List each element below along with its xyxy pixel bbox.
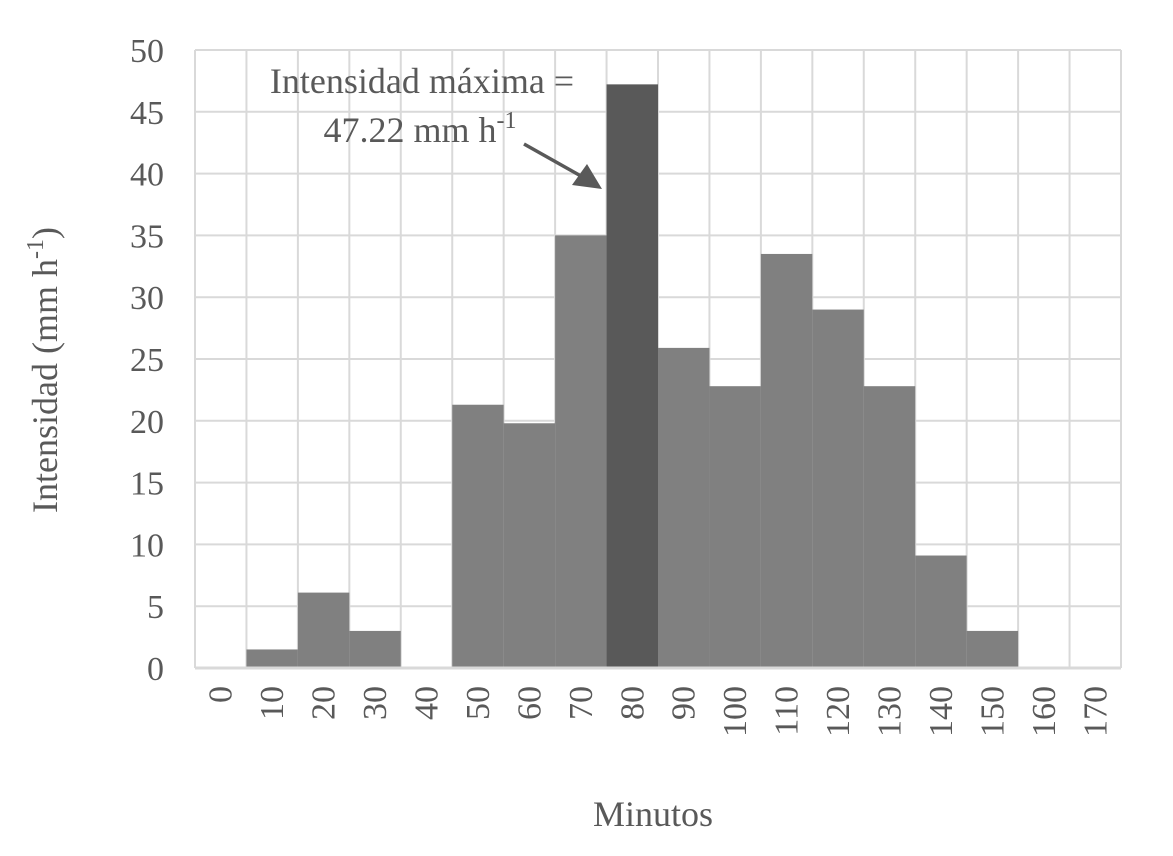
arrow-icon	[523, 142, 602, 189]
x-tick-label: 10	[254, 686, 291, 720]
bar	[555, 235, 607, 668]
y-tick-label: 30	[130, 280, 164, 317]
bar	[658, 347, 710, 668]
y-tick-label: 25	[130, 342, 164, 379]
bar	[760, 253, 813, 668]
bar	[915, 555, 967, 668]
y-axis-ticks: 0 5 10 15 20 25 30 35 40 45 50	[130, 33, 164, 688]
y-tick-label: 50	[130, 33, 164, 70]
x-tick-label: 90	[666, 686, 703, 720]
x-tick-label: 140	[923, 686, 960, 737]
x-tick-label: 70	[563, 686, 600, 720]
x-tick-label: 0	[203, 686, 240, 703]
x-tick-label: 120	[820, 686, 857, 737]
x-tick-label: 170	[1077, 686, 1114, 737]
y-tick-label: 35	[130, 218, 164, 255]
bar	[246, 649, 298, 668]
x-tick-label: 100	[717, 686, 754, 737]
x-tick-label: 40	[409, 686, 446, 720]
x-tick-label: 150	[974, 686, 1011, 737]
y-axis-title: Intensidad (mm h-1)	[23, 227, 65, 513]
x-tick-label: 30	[357, 686, 394, 720]
max-intensity-annotation: Intensidad máxima = 47.22 mm h-1	[270, 61, 602, 189]
annotation-line-2: 47.22 mm h-1	[323, 108, 516, 150]
bar	[349, 630, 401, 668]
y-tick-label: 40	[130, 157, 164, 194]
x-axis-title: Minutos	[593, 794, 713, 834]
y-tick-label: 15	[130, 466, 164, 503]
x-tick-label: 160	[1026, 686, 1063, 737]
x-tick-label: 60	[511, 686, 548, 720]
x-tick-label: 20	[306, 686, 343, 720]
y-tick-label: 0	[147, 651, 164, 688]
bars	[195, 84, 1121, 670]
y-tick-label: 20	[130, 404, 164, 441]
bar	[709, 386, 761, 668]
x-tick-label: 80	[614, 686, 651, 720]
x-tick-label: 130	[872, 686, 909, 737]
bar	[297, 592, 350, 668]
bar	[812, 309, 864, 668]
bar-max-intensity	[606, 84, 658, 669]
x-tick-label: 50	[460, 686, 497, 720]
y-tick-label: 45	[130, 95, 164, 132]
bar	[863, 386, 916, 668]
bar	[452, 404, 504, 668]
y-tick-label: 10	[130, 527, 164, 564]
x-axis-ticks: 0 10 20 30 40 50 60 70 80 90 100 110 120 130 140 150 160…	[203, 686, 1115, 737]
bar	[966, 630, 1019, 668]
annotation-line-1: Intensidad máxima =	[270, 61, 574, 101]
x-tick-label: 110	[769, 686, 806, 736]
y-tick-label: 5	[147, 589, 164, 626]
bar	[503, 423, 556, 668]
